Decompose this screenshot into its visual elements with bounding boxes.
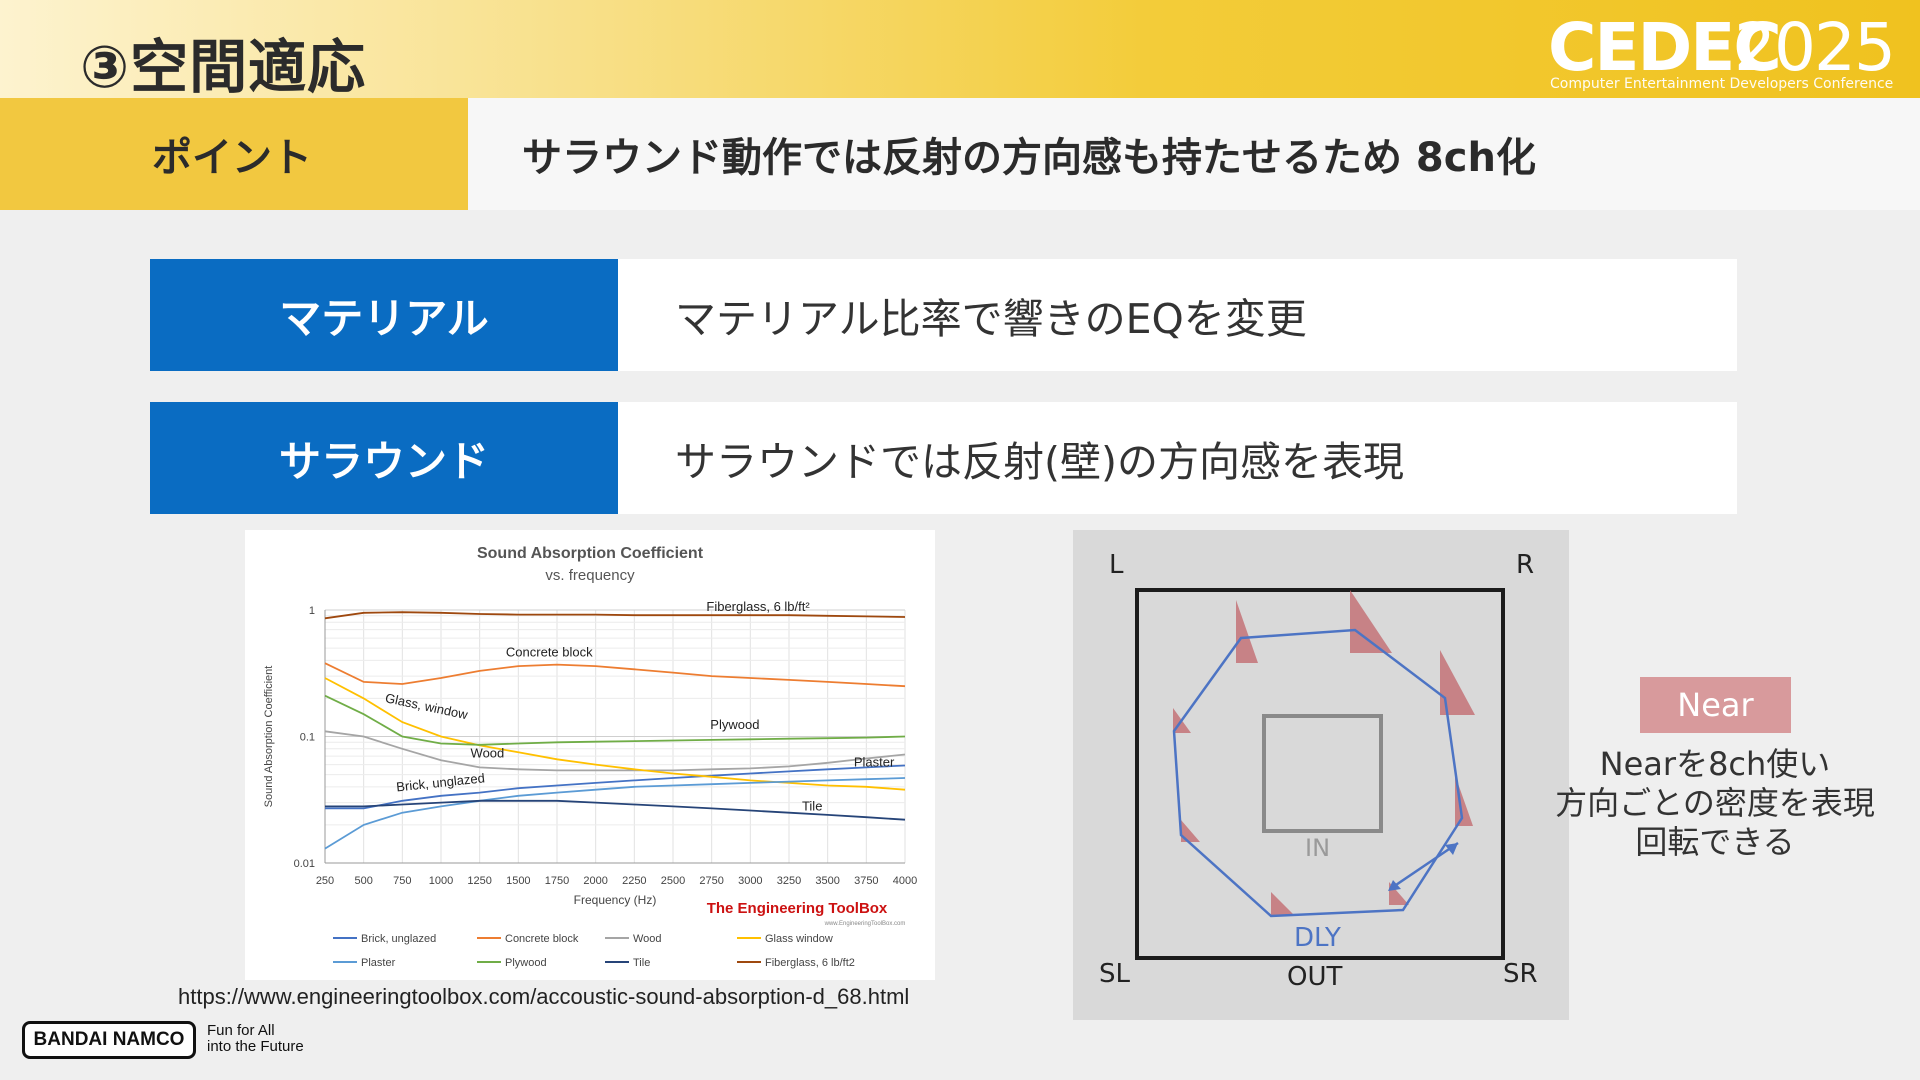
x-tick-label: 2750 (699, 875, 723, 887)
rotate-arrow-tail (1388, 880, 1401, 891)
x-tick-label: 1250 (467, 875, 491, 887)
y-tick-label: 1 (309, 605, 315, 617)
header-bar (0, 0, 1920, 98)
watermark: The Engineering ToolBox (707, 900, 888, 917)
y-tick-label: 0.01 (294, 858, 315, 870)
series-line (325, 799, 906, 821)
series-annotation: Concrete block (506, 644, 593, 659)
tagline-line: Fun for All (207, 1022, 275, 1039)
absorption-chart: Sound Absorption Coefficient vs. frequenc… (263, 545, 917, 969)
x-tick-label: 1500 (506, 875, 530, 887)
series-line (324, 777, 906, 850)
surround-head: サラウンド (150, 402, 618, 514)
reflection-marker (1455, 775, 1473, 826)
y-axis-label: Sound Absorption Coefficient (263, 666, 275, 808)
series-annotation: Glass, window (384, 690, 470, 722)
logo-main: CEDEC (1548, 9, 1782, 86)
reflection-marker (1181, 820, 1200, 842)
x-tick-label: 2500 (661, 875, 685, 887)
material-row: マテリアル マテリアル比率で響きのEQを変更 (150, 259, 1737, 371)
label-sr: SR (1503, 959, 1538, 989)
x-tick-label: 4000 (893, 875, 917, 887)
chart-title: Sound Absorption Coefficient (477, 545, 704, 562)
bandai-namco-logo: BANDAI NAMCO (22, 1021, 196, 1059)
logo-subtitle: Computer Entertainment Developers Confer… (1550, 76, 1894, 92)
label-r: R (1516, 550, 1534, 580)
point-text: サラウンド動作では反射の方向感も持たせるため 8ch化 (522, 135, 1536, 181)
near-badge: Near (1640, 677, 1791, 733)
series-annotation: Plaster (854, 754, 895, 769)
slide-title: ③空間適応 (80, 33, 367, 101)
legend-label: Concrete block (505, 933, 579, 945)
legend-label: Wood (633, 933, 662, 945)
cedec-logo: CEDEC 2025 Computer Entertainment Develo… (1548, 8, 1896, 96)
reflection-marker (1236, 600, 1258, 663)
x-tick-label: 250 (316, 875, 334, 887)
tagline-line: into the Future (207, 1038, 304, 1055)
series-line (325, 764, 906, 810)
x-tick-label: 1750 (545, 875, 569, 887)
label-l: L (1109, 550, 1124, 580)
reflection-marker (1440, 650, 1475, 715)
legend-label: Fiberglass, 6 lb/ft2 (765, 957, 855, 969)
reflection-marker (1350, 590, 1392, 653)
listener-inner-square (1262, 714, 1383, 833)
label-in: IN (1305, 834, 1330, 862)
series-annotation: Tile (802, 799, 822, 814)
label-dly: DLY (1294, 923, 1341, 953)
legend-label: Plywood (505, 957, 547, 969)
dly-octagon (1172, 628, 1464, 918)
source-url[interactable]: https://www.engineeringtoolbox.com/accou… (178, 984, 910, 1009)
x-tick-label: 2000 (583, 875, 607, 887)
rotate-arrow (1392, 841, 1459, 889)
x-tick-label: 500 (354, 875, 372, 887)
x-tick-label: 2250 (622, 875, 646, 887)
series-line (324, 694, 906, 746)
reflection-marker (1271, 892, 1295, 916)
point-text-box: サラウンド動作では反射の方向感も持たせるため 8ch化 (468, 98, 1920, 210)
chart-subtitle: vs. frequency (545, 567, 635, 584)
bandai-namco-tagline: Fun for All into the Future (207, 1023, 304, 1055)
point-label-box: ポイント (0, 98, 468, 210)
series-annotation: Fiberglass, 6 lb/ft² (706, 599, 810, 614)
room-outline (1135, 588, 1505, 960)
x-tick-label: 3250 (777, 875, 801, 887)
x-tick-label: 3000 (738, 875, 762, 887)
surround-diagram: L R SL SR OUT IN DLY (1073, 530, 1569, 1020)
near-desc-line: 回転できる (1635, 823, 1795, 861)
rotate-arrow-head (1445, 843, 1458, 855)
absorption-chart-panel: Sound Absorption Coefficient vs. frequenc… (245, 530, 935, 980)
material-head: マテリアル (150, 259, 618, 371)
series-line (324, 730, 906, 772)
near-desc-line: 方向ごとの密度を表現 (1555, 784, 1875, 822)
label-out: OUT (1287, 962, 1342, 992)
series-annotation: Wood (471, 746, 505, 761)
label-sl: SL (1099, 959, 1131, 989)
legend-label: Tile (633, 957, 650, 969)
material-body: マテリアル比率で響きのEQを変更 (675, 295, 1307, 343)
legend-label: Glass window (765, 933, 833, 945)
legend-label: Plaster (361, 957, 396, 969)
watermark-url: www.EngineeringToolBox.com (824, 921, 906, 927)
legend-label: Brick, unglazed (361, 933, 436, 945)
series-line (324, 611, 906, 620)
x-tick-label: 750 (393, 875, 411, 887)
surround-row: サラウンド サラウンドでは反射(壁)の方向感を表現 (150, 402, 1737, 514)
point-label: ポイント (152, 135, 312, 181)
x-tick-label: 3500 (815, 875, 839, 887)
x-tick-label: 3750 (854, 875, 878, 887)
logo-year: 2025 (1734, 9, 1896, 86)
surround-body: サラウンドでは反射(壁)の方向感を表現 (675, 438, 1404, 486)
series-line (324, 662, 906, 688)
y-tick-label: 0.1 (300, 732, 315, 744)
near-desc-line: Nearを8ch使い (1599, 745, 1831, 783)
x-axis-label: Frequency (Hz) (574, 893, 657, 907)
near-description: Nearを8ch使い 方向ごとの密度を表現 回転できる (1545, 745, 1885, 862)
x-tick-label: 1000 (429, 875, 453, 887)
series-annotation: Plywood (710, 717, 759, 732)
series-line (324, 677, 906, 791)
